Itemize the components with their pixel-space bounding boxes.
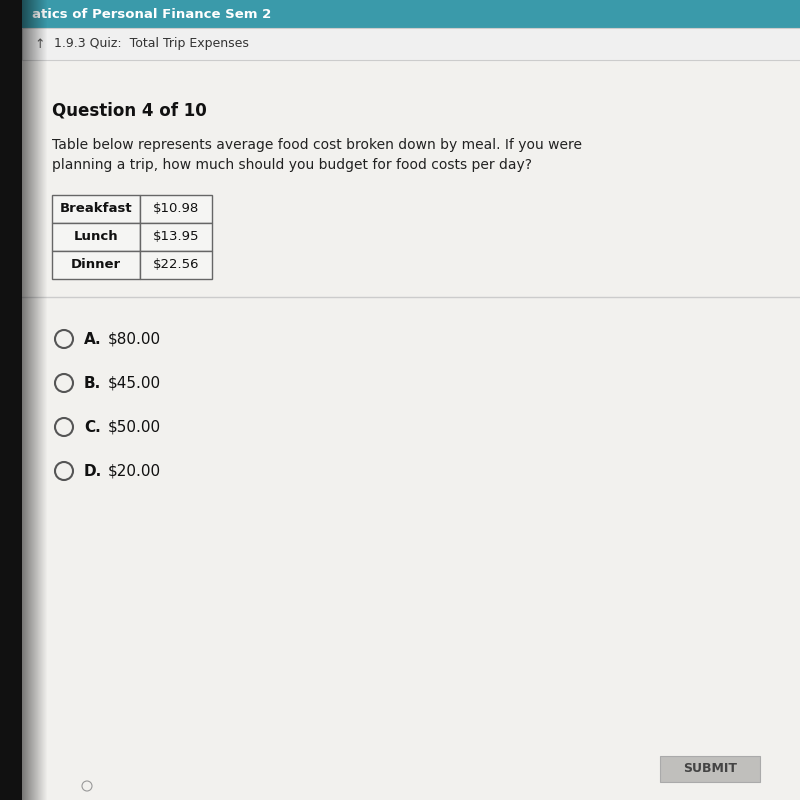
Text: C.: C. — [84, 419, 101, 434]
FancyBboxPatch shape — [52, 195, 140, 223]
FancyBboxPatch shape — [52, 223, 140, 251]
Text: $20.00: $20.00 — [108, 463, 161, 478]
FancyBboxPatch shape — [0, 0, 22, 800]
Text: $80.00: $80.00 — [108, 331, 161, 346]
Text: $50.00: $50.00 — [108, 419, 161, 434]
FancyBboxPatch shape — [140, 251, 212, 279]
Text: Lunch: Lunch — [74, 230, 118, 243]
Text: planning a trip, how much should you budget for food costs per day?: planning a trip, how much should you bud… — [52, 158, 532, 172]
FancyBboxPatch shape — [22, 0, 800, 28]
Text: $45.00: $45.00 — [108, 375, 161, 390]
FancyBboxPatch shape — [22, 60, 800, 800]
Text: $13.95: $13.95 — [153, 230, 199, 243]
FancyBboxPatch shape — [52, 251, 140, 279]
Text: ↑: ↑ — [34, 38, 46, 50]
Text: D.: D. — [84, 463, 102, 478]
Text: Table below represents average food cost broken down by meal. If you were: Table below represents average food cost… — [52, 138, 582, 152]
Text: atics of Personal Finance Sem 2: atics of Personal Finance Sem 2 — [32, 7, 271, 21]
FancyBboxPatch shape — [22, 28, 800, 60]
Text: 1.9.3 Quiz:  Total Trip Expenses: 1.9.3 Quiz: Total Trip Expenses — [54, 38, 249, 50]
Text: Dinner: Dinner — [71, 258, 121, 271]
Text: SUBMIT: SUBMIT — [683, 762, 737, 775]
FancyBboxPatch shape — [660, 756, 760, 782]
Text: $22.56: $22.56 — [153, 258, 199, 271]
Text: Breakfast: Breakfast — [60, 202, 132, 215]
Text: Question 4 of 10: Question 4 of 10 — [52, 101, 206, 119]
Text: $10.98: $10.98 — [153, 202, 199, 215]
Text: A.: A. — [84, 331, 102, 346]
FancyBboxPatch shape — [140, 195, 212, 223]
Text: B.: B. — [84, 375, 102, 390]
FancyBboxPatch shape — [140, 223, 212, 251]
